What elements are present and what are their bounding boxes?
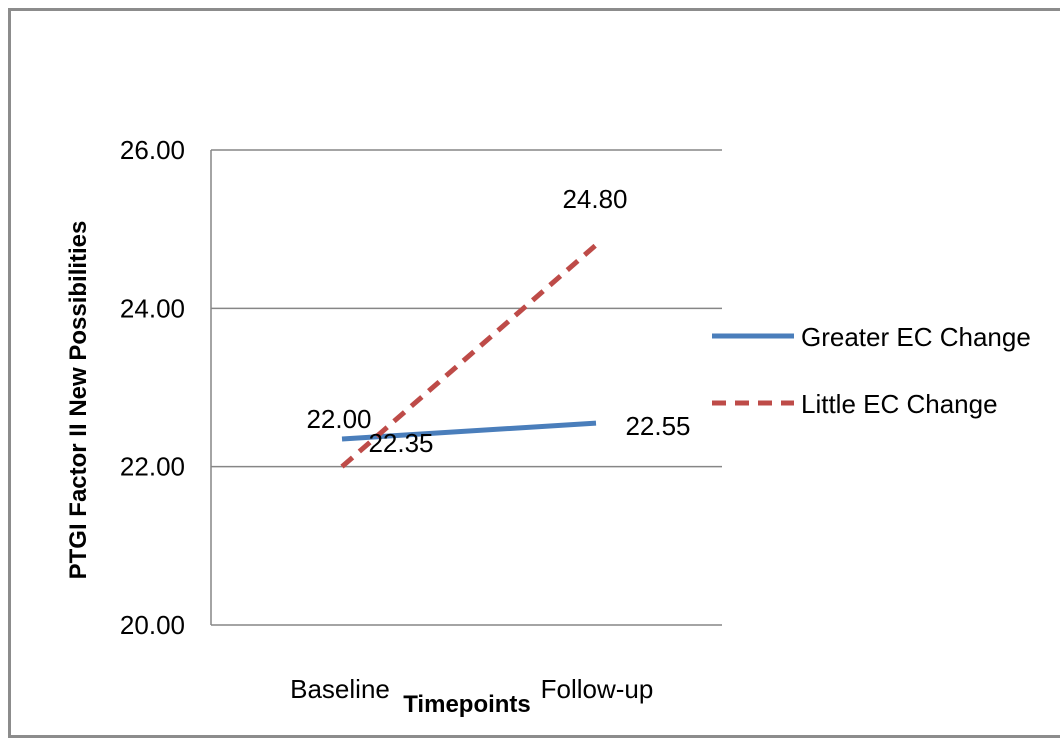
x-axis-title: Timepoints — [403, 691, 531, 718]
legend-label: Little EC Change — [801, 389, 998, 419]
y-axis-title: PTGI Factor II New Possibilities — [65, 221, 92, 580]
data-label: 24.80 — [562, 184, 627, 214]
line-chart: 20.00 22.00 24.00 26.00 Baseline Follow-up 2… — [65, 135, 1031, 718]
chart-frame — [8, 8, 1060, 738]
data-labels: 22.35 22.55 22.00 24.80 — [306, 184, 690, 458]
legend: Greater EC Change Little EC Change — [712, 322, 1031, 419]
y-tick-label: 20.00 — [120, 610, 185, 640]
legend-label: Greater EC Change — [801, 322, 1031, 352]
data-label: 22.00 — [306, 404, 371, 434]
series-lines — [340, 243, 598, 469]
data-label: 22.55 — [625, 411, 690, 441]
y-tick-label: 26.00 — [120, 135, 185, 165]
x-tick-labels: Baseline Follow-up — [290, 674, 653, 704]
gridlines — [211, 149, 722, 626]
y-tick-label: 24.00 — [120, 293, 185, 323]
x-tick-label: Baseline — [290, 674, 390, 704]
x-tick-label: Follow-up — [541, 674, 654, 704]
series-line — [340, 243, 598, 469]
y-tick-labels: 20.00 22.00 24.00 26.00 — [120, 135, 185, 640]
series-line — [341, 420, 597, 442]
data-label: 22.35 — [368, 428, 433, 458]
y-tick-label: 22.00 — [120, 452, 185, 482]
